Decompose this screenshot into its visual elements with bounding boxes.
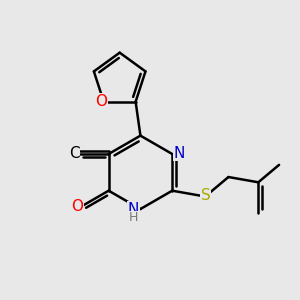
Text: H: H	[129, 212, 138, 224]
Text: O: O	[71, 199, 83, 214]
Text: C: C	[69, 146, 80, 161]
Text: O: O	[95, 94, 107, 109]
Text: S: S	[201, 188, 211, 203]
Text: N: N	[128, 202, 139, 217]
Text: N: N	[173, 146, 185, 160]
